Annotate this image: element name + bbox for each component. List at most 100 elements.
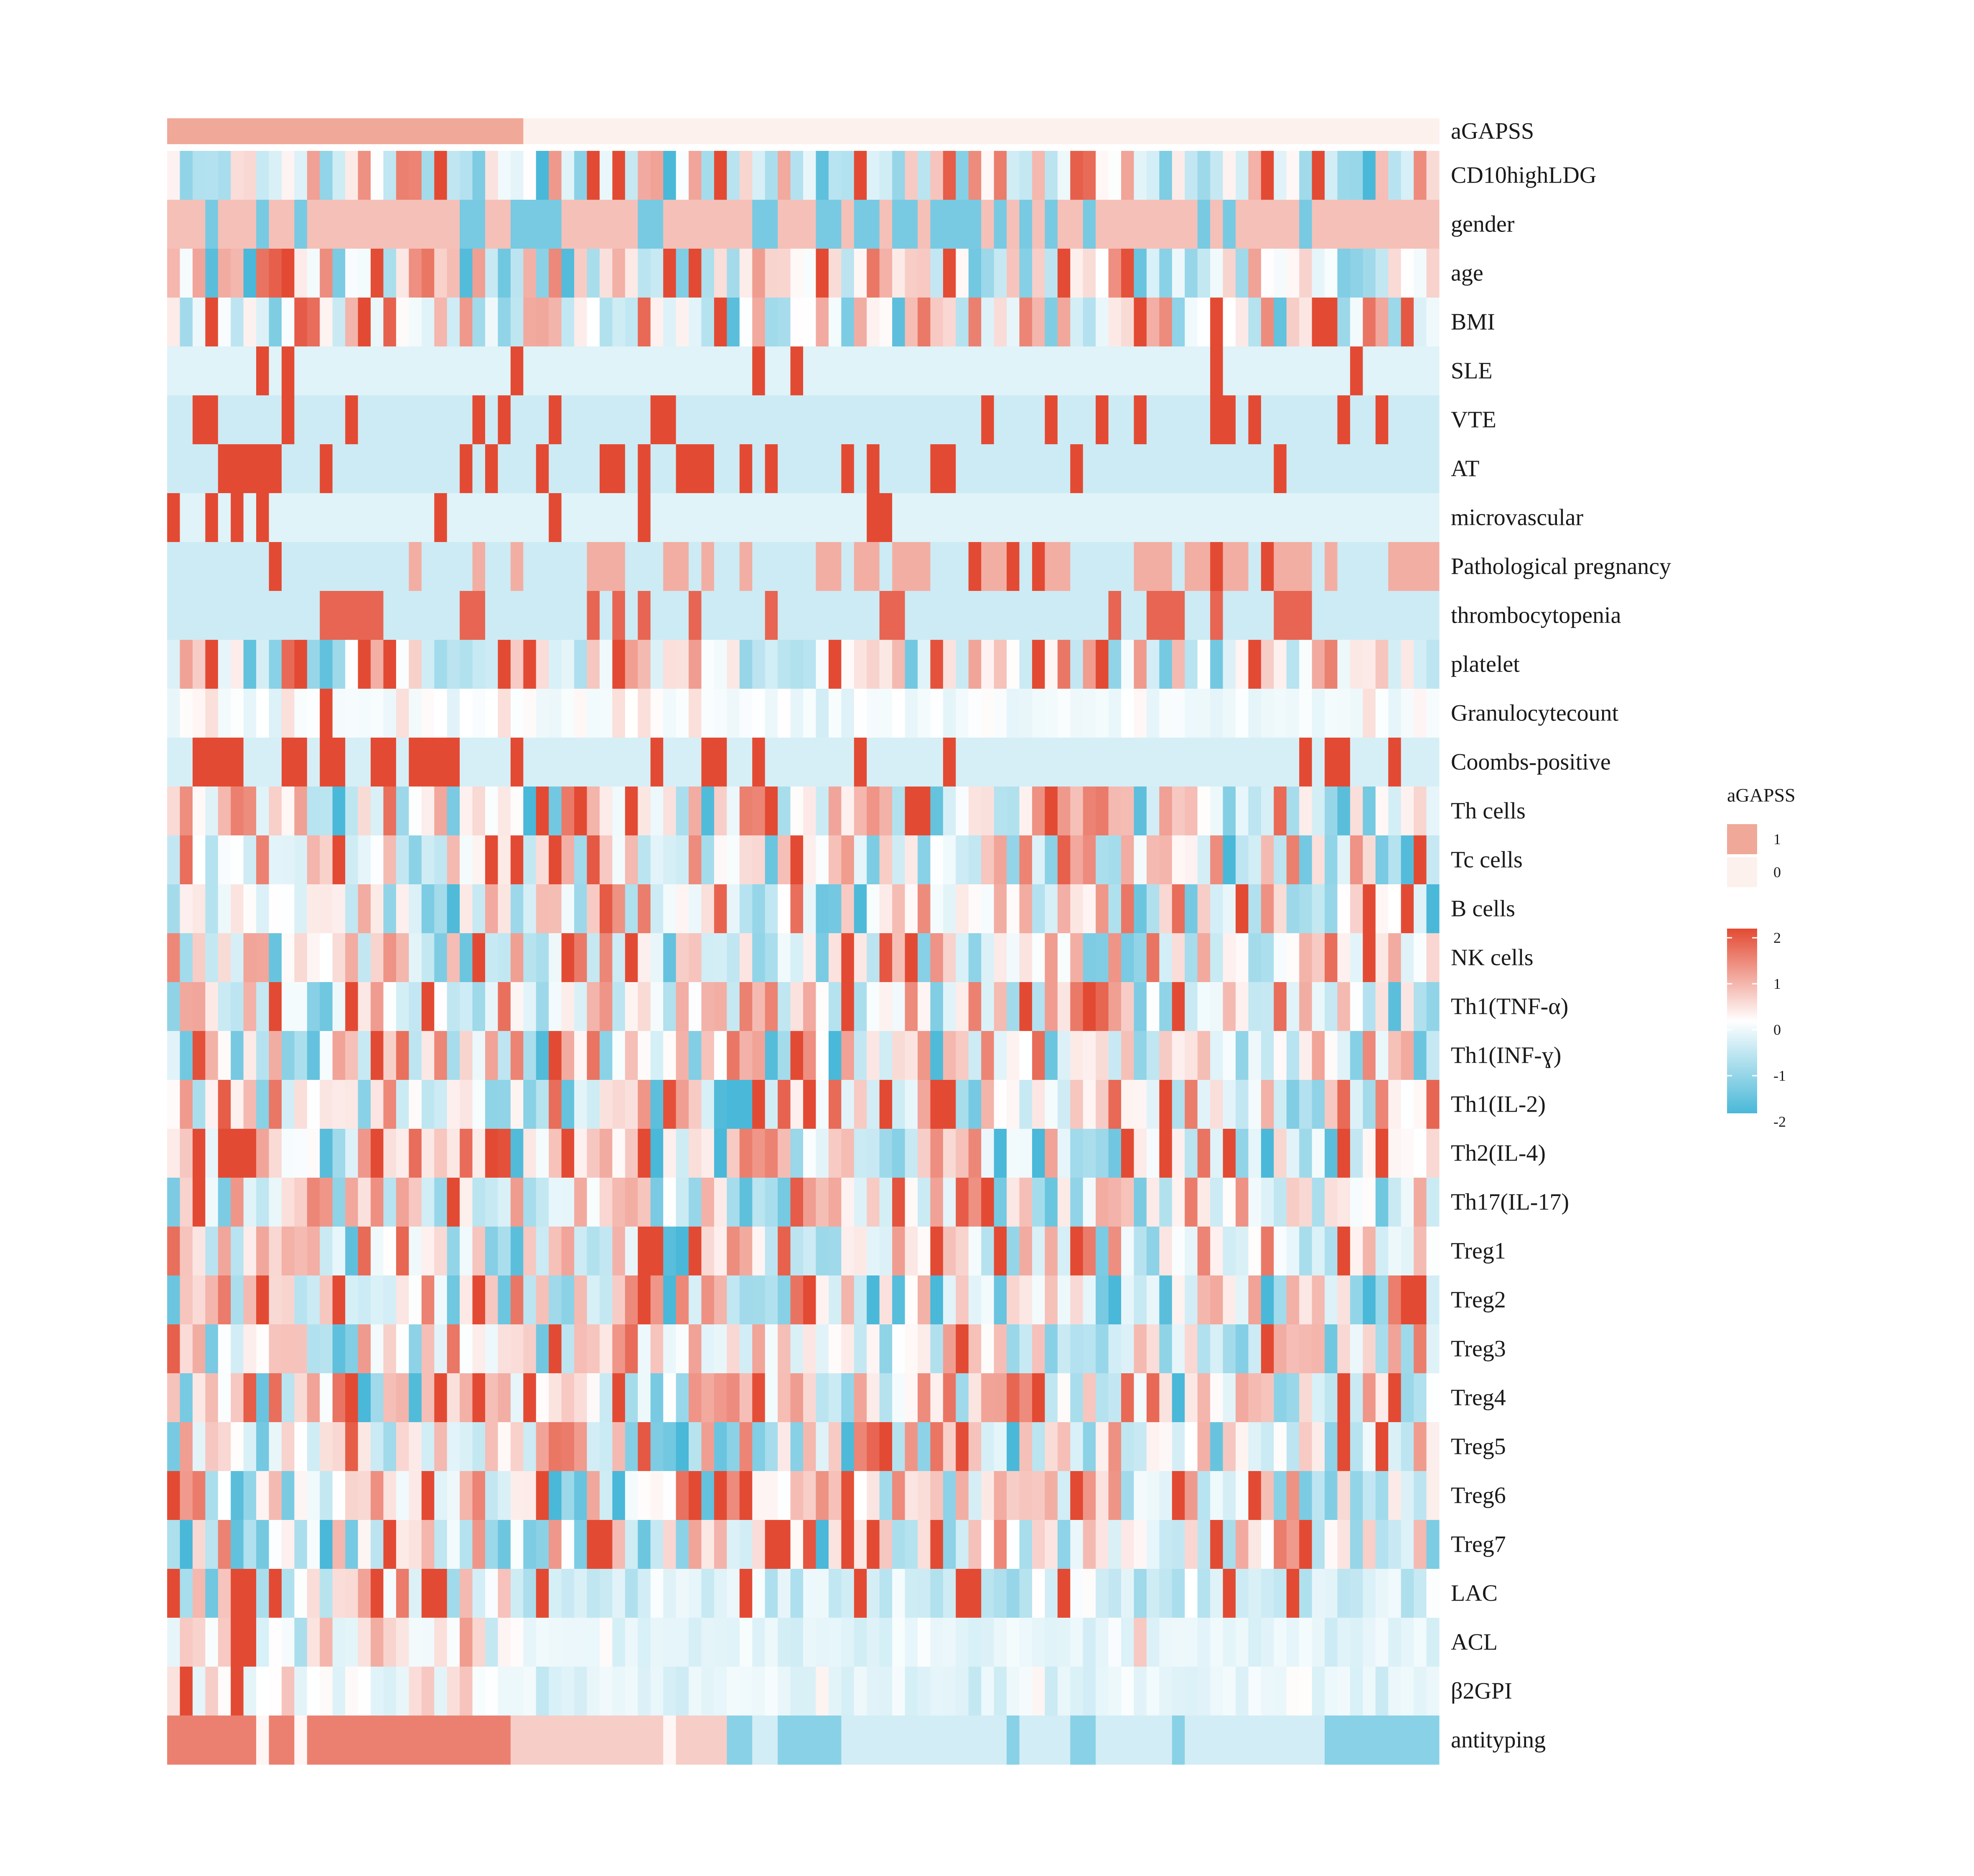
- heatmap-cell: [167, 1667, 181, 1716]
- heatmap-cell: [231, 1422, 244, 1471]
- heatmap-cell: [956, 640, 969, 689]
- heatmap-cell: [218, 1227, 231, 1276]
- heatmap-cell: [1096, 1667, 1109, 1716]
- heatmap-cell: [1146, 1031, 1160, 1080]
- heatmap-cell: [460, 835, 473, 885]
- heatmap-cell: [1210, 640, 1224, 689]
- heatmap-cell: [599, 444, 613, 494]
- heatmap-cell: [536, 346, 549, 396]
- heatmap-cell: [409, 542, 422, 591]
- heatmap-cell: [345, 346, 359, 396]
- heatmap-cell: [192, 1618, 206, 1667]
- heatmap-cell: [434, 493, 448, 542]
- heatmap-cell: [867, 1373, 880, 1423]
- heatmap-cell: [1108, 1080, 1122, 1129]
- heatmap-cell: [828, 542, 842, 591]
- heatmap-cell: [574, 444, 588, 494]
- heatmap-cell: [180, 1667, 193, 1716]
- heatmap-cell: [879, 200, 893, 249]
- heatmap-cell: [1019, 444, 1033, 494]
- heatmap-cell: [1299, 640, 1313, 689]
- heatmap-cell: [371, 493, 384, 542]
- heatmap-cell: [917, 933, 931, 983]
- heatmap-cell: [1197, 200, 1211, 249]
- heatmap-cell: [599, 542, 613, 591]
- heatmap-cell: [803, 591, 817, 640]
- heatmap-cell: [905, 1373, 918, 1423]
- heatmap-cell: [879, 298, 893, 347]
- heatmap-cell: [256, 1275, 270, 1325]
- heatmap-cell: [1261, 738, 1274, 787]
- heatmap-cell: [676, 1129, 689, 1178]
- heatmap-cell: [510, 1716, 524, 1765]
- heatmap-cell: [956, 346, 969, 396]
- heatmap-cell: [434, 640, 448, 689]
- heatmap-cell: [1388, 1129, 1402, 1178]
- heatmap-cell: [879, 1080, 893, 1129]
- heatmap-cell: [1223, 200, 1236, 249]
- heatmap-cell: [1210, 542, 1224, 591]
- heatmap-cell: [256, 884, 270, 934]
- heatmap-cell: [727, 591, 740, 640]
- aGAPSS-annotation-cell: [828, 118, 842, 144]
- heatmap-cell: [956, 151, 969, 200]
- heatmap-cell: [1057, 151, 1071, 200]
- heatmap-cell: [1375, 738, 1389, 787]
- heatmap-cell: [498, 1618, 511, 1667]
- heatmap-cell: [358, 738, 371, 787]
- heatmap-cell: [396, 1031, 409, 1080]
- heatmap-cell: [1057, 1520, 1071, 1569]
- heatmap-cell: [1134, 1178, 1147, 1227]
- heatmap-cell: [981, 640, 995, 689]
- heatmap-cell: [1096, 493, 1109, 542]
- heatmap-cell: [841, 738, 855, 787]
- heatmap-cell: [994, 1373, 1007, 1423]
- heatmap-cell: [727, 1520, 740, 1569]
- heatmap-cell: [1045, 1129, 1058, 1178]
- heatmap-cell: [587, 493, 600, 542]
- heatmap-cell: [1274, 542, 1287, 591]
- row-label: Tc cells: [1451, 847, 1523, 873]
- heatmap-cell: [320, 1520, 333, 1569]
- heatmap-cell: [638, 493, 651, 542]
- heatmap-cell: [371, 1422, 384, 1471]
- heatmap-cell: [1032, 298, 1045, 347]
- heatmap-cell: [905, 444, 918, 494]
- heatmap-cell: [1363, 738, 1376, 787]
- heatmap-cell: [841, 542, 855, 591]
- heatmap-cell: [612, 738, 626, 787]
- heatmap-cell: [1414, 1031, 1427, 1080]
- heatmap-cell: [765, 884, 778, 934]
- heatmap-cell: [205, 444, 219, 494]
- heatmap-cell: [421, 640, 435, 689]
- heatmap-cell: [1172, 982, 1185, 1031]
- heatmap-cell: [599, 493, 613, 542]
- heatmap-cell: [549, 1373, 562, 1423]
- heatmap-cell: [231, 1667, 244, 1716]
- heatmap-cell: [676, 1324, 689, 1374]
- heatmap-cell: [803, 787, 817, 836]
- heatmap-cell: [765, 640, 778, 689]
- heatmap-cell: [892, 1471, 906, 1520]
- heatmap-cell: [739, 1227, 753, 1276]
- heatmap-cell: [574, 982, 588, 1031]
- heatmap-cell: [917, 1031, 931, 1080]
- heatmap-cell: [485, 395, 499, 445]
- heatmap-cell: [1337, 787, 1351, 836]
- heatmap-cell: [409, 1227, 422, 1276]
- heatmap-cell: [1388, 933, 1402, 983]
- heatmap-cell: [1019, 1618, 1033, 1667]
- heatmap-cell: [1274, 884, 1287, 934]
- heatmap-cell: [778, 1520, 791, 1569]
- heatmap-cell: [1057, 1667, 1071, 1716]
- heatmap-cell: [994, 835, 1007, 885]
- heatmap-cell: [638, 787, 651, 836]
- heatmap-cell: [1070, 1471, 1084, 1520]
- heatmap-cell: [638, 444, 651, 494]
- heatmap-cell: [917, 738, 931, 787]
- heatmap-cell: [218, 1520, 231, 1569]
- heatmap-cell: [472, 200, 486, 249]
- heatmap-cell: [1045, 395, 1058, 445]
- heatmap-cell: [1159, 1422, 1173, 1471]
- heatmap-cell: [243, 542, 257, 591]
